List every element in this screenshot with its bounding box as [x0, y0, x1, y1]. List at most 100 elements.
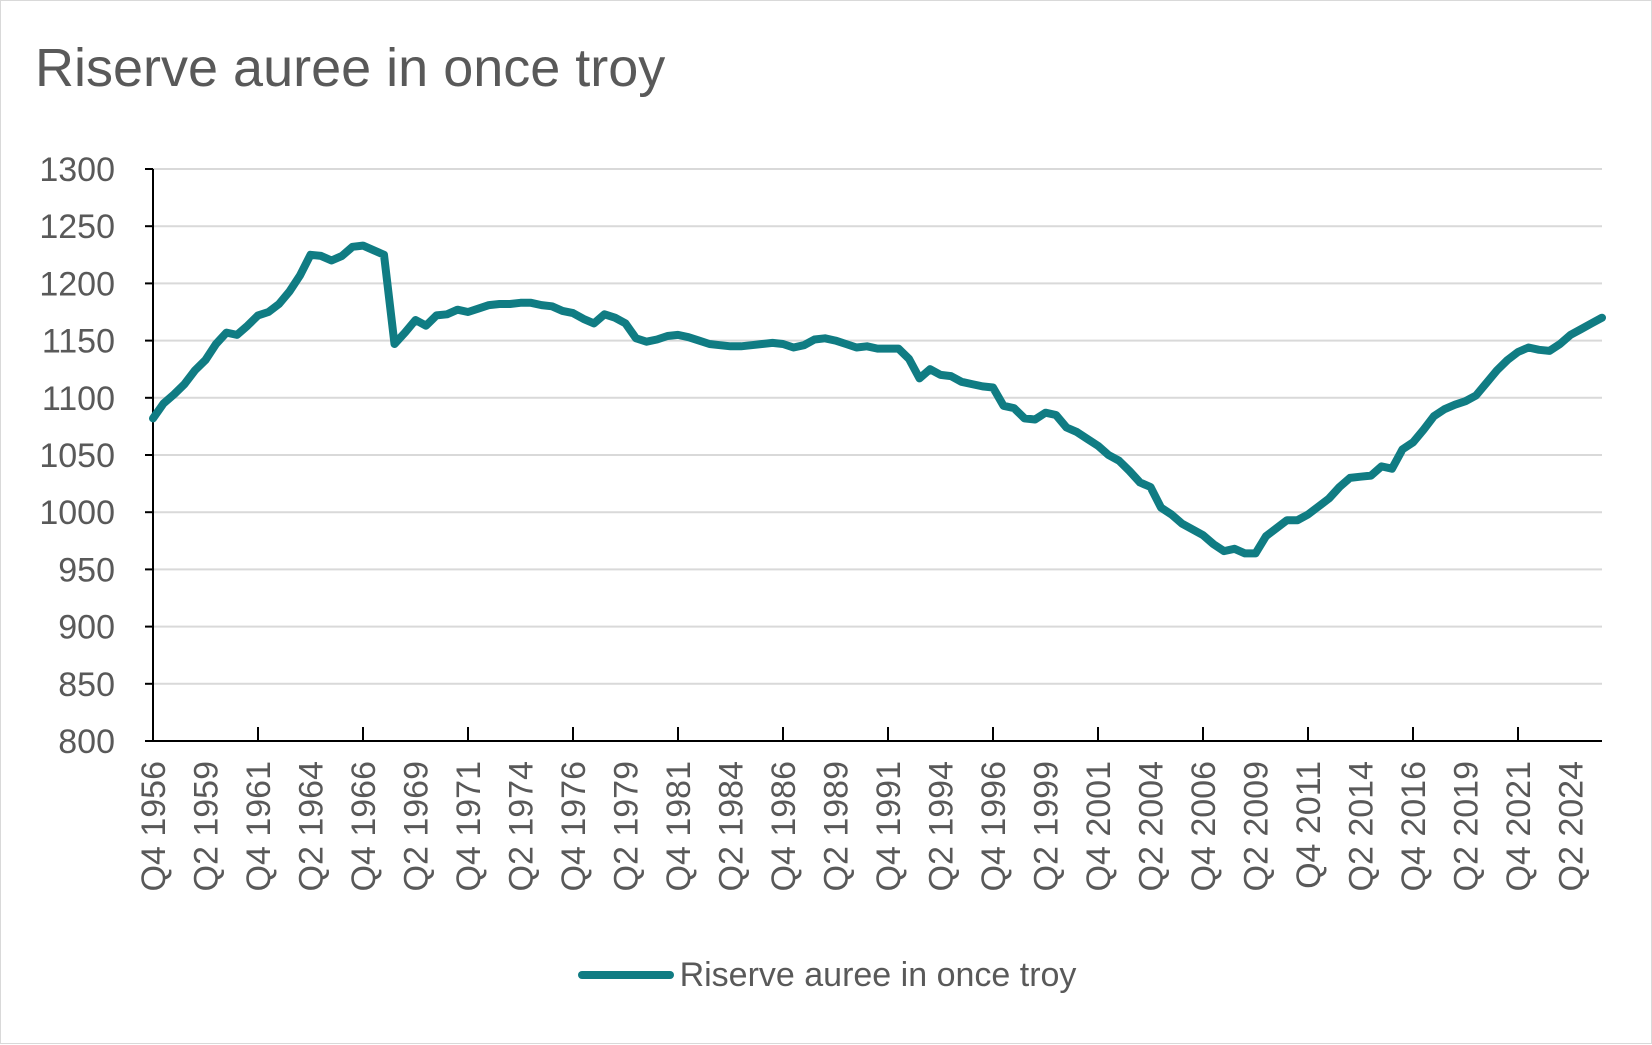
data-point	[635, 337, 637, 339]
data-point	[383, 254, 385, 256]
data-point	[1601, 317, 1603, 319]
legend: Riserve auree in once troy	[1, 953, 1652, 997]
y-tick-label: 850	[58, 666, 115, 704]
data-point	[1370, 475, 1372, 477]
data-point	[362, 245, 364, 247]
data-point	[740, 345, 742, 347]
data-point	[824, 337, 826, 339]
data-point	[751, 344, 752, 346]
data-point	[1013, 407, 1015, 409]
data-point	[1192, 528, 1193, 530]
x-tick-label: Q2 1994	[923, 761, 961, 891]
data-point	[1517, 351, 1519, 353]
data-point	[1286, 519, 1288, 521]
data-point	[667, 335, 668, 337]
data-point	[205, 359, 206, 361]
data-point	[1160, 507, 1162, 509]
data-point	[1465, 400, 1466, 402]
data-point	[856, 347, 857, 348]
data-point	[310, 254, 311, 256]
x-tick-label: Q4 2021	[1500, 761, 1538, 891]
data-point	[656, 339, 658, 340]
data-point	[1444, 408, 1445, 410]
data-point	[866, 345, 868, 347]
x-tick-label: Q4 1966	[345, 761, 383, 891]
data-point	[331, 260, 332, 261]
data-point	[793, 347, 794, 348]
data-point	[1202, 534, 1204, 536]
data-point	[572, 312, 574, 314]
data-point	[782, 343, 784, 345]
data-point	[761, 343, 763, 345]
data-point	[688, 336, 689, 338]
data-point	[835, 340, 836, 342]
data-point	[341, 255, 343, 257]
data-point	[772, 342, 773, 344]
data-point	[593, 322, 595, 324]
x-tick-label: Q4 2016	[1395, 761, 1433, 891]
data-point	[152, 417, 154, 419]
data-point	[1559, 343, 1561, 345]
x-tick-label: Q4 2001	[1080, 761, 1118, 891]
data-point	[719, 344, 721, 346]
legend-label: Riserve auree in once troy	[679, 955, 1077, 994]
data-point	[1265, 535, 1267, 537]
chart-axes	[145, 168, 1602, 742]
data-point	[950, 375, 952, 377]
grid-lines	[153, 168, 1602, 685]
data-point	[1580, 328, 1582, 330]
data-point	[173, 393, 175, 395]
data-point	[1349, 477, 1351, 479]
data-point	[446, 313, 448, 315]
x-tick-label: Q2 1959	[188, 761, 226, 891]
data-point	[814, 339, 815, 340]
x-tick-label: Q4 1986	[765, 761, 803, 891]
data-point	[1528, 347, 1529, 348]
x-tick-label: Q2 1964	[293, 761, 331, 891]
x-tick-label: Q2 1989	[818, 761, 856, 891]
data-point	[1297, 519, 1298, 521]
data-point	[1486, 382, 1487, 384]
data-point	[457, 309, 458, 311]
data-point	[961, 381, 962, 383]
data-point	[1003, 405, 1004, 407]
y-tick-label: 1200	[39, 265, 115, 303]
data-point	[677, 334, 679, 336]
y-axis-tick-labels: 800 850 900 950 1000 1050 1100 1150 1200 1250 1300	[39, 151, 115, 761]
data-point	[604, 313, 605, 315]
data-point	[478, 308, 479, 310]
data-point	[1570, 334, 1571, 336]
data-point	[1150, 486, 1151, 488]
data-point	[1318, 506, 1319, 507]
data-point	[1034, 419, 1036, 420]
data-point	[730, 345, 731, 347]
y-tick-label: 900	[58, 609, 115, 647]
x-tick-label: Q4 1991	[870, 761, 908, 891]
data-point	[1475, 395, 1477, 396]
data-point	[709, 343, 710, 345]
data-point	[1118, 460, 1120, 462]
data-point	[1223, 550, 1225, 552]
data-point	[1276, 527, 1277, 529]
x-axis-tick-labels: Q4 1956 Q2 1959 Q4 1961 Q2 1964 Q4 1966 Q2 19…	[135, 761, 1591, 891]
data-point	[1549, 350, 1550, 352]
data-point	[1391, 468, 1393, 470]
data-point	[614, 317, 616, 319]
data-point	[646, 341, 647, 343]
y-tick-label: 1300	[39, 151, 115, 189]
data-point	[1108, 454, 1109, 456]
x-tick-label: Q4 1976	[555, 761, 593, 891]
data-point	[1244, 552, 1246, 554]
data-point	[877, 348, 878, 350]
data-point	[803, 344, 805, 346]
data-point	[971, 383, 973, 385]
data-point	[898, 348, 899, 350]
data-point	[1181, 523, 1183, 525]
data-point	[247, 325, 248, 327]
y-tick-label: 950	[58, 551, 115, 589]
data-point	[1055, 414, 1057, 416]
x-tick-label: Q2 1984	[713, 761, 751, 891]
x-tick-label: Q4 2006	[1185, 761, 1223, 891]
x-tick-label: Q4 2011	[1290, 761, 1328, 889]
